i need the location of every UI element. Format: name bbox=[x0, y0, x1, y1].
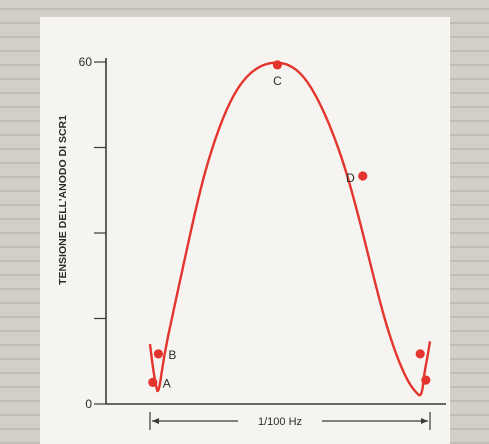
point-A bbox=[148, 377, 158, 387]
point-label-D: D bbox=[346, 171, 355, 185]
point-label-C: C bbox=[273, 74, 282, 88]
point-label-A: A bbox=[163, 376, 171, 390]
y-tick-label-0: 0 bbox=[85, 397, 92, 411]
point-unlabeled-4 bbox=[415, 349, 425, 359]
annotations-layer bbox=[149, 412, 431, 430]
span-right-arrow bbox=[421, 418, 428, 424]
chart-panel bbox=[40, 17, 450, 444]
points-layer: AB C D bbox=[148, 60, 431, 390]
chart-axes: 0 60 bbox=[79, 55, 446, 411]
point-B bbox=[153, 349, 163, 359]
x-span-label: 1/100 Hz bbox=[258, 416, 302, 428]
y-tick-label-4: 60 bbox=[79, 55, 93, 69]
point-D bbox=[358, 171, 368, 181]
series-layer bbox=[148, 61, 432, 397]
point-label-B: B bbox=[168, 348, 176, 362]
point-unlabeled-5 bbox=[421, 375, 431, 385]
series-line-0 bbox=[148, 61, 432, 397]
span-left-arrow bbox=[152, 418, 159, 424]
y-axis-label: TENSIONE DELL'ANODO DI SCR1 bbox=[57, 115, 69, 285]
point-C bbox=[272, 60, 282, 70]
